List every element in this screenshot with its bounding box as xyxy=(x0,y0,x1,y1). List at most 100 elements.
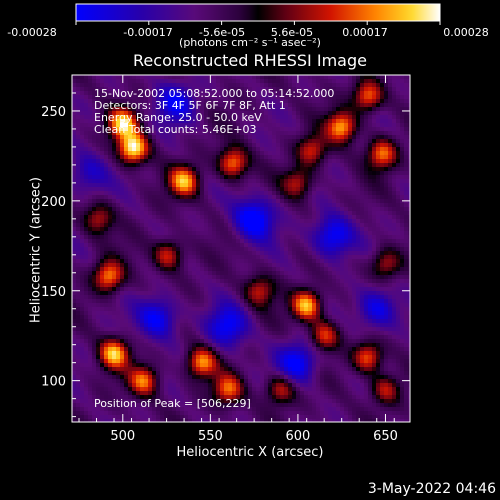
heatmap-cell xyxy=(156,175,160,179)
heatmap-cell xyxy=(200,279,204,283)
heatmap-cell xyxy=(216,143,220,147)
heatmap-cell xyxy=(244,143,248,147)
heatmap-cell xyxy=(344,107,348,111)
heatmap-cell xyxy=(320,219,324,223)
heatmap-cell xyxy=(88,175,92,179)
heatmap-cell xyxy=(200,219,204,223)
heatmap-cell xyxy=(168,259,172,263)
heatmap-cell xyxy=(384,295,388,299)
heatmap-cell xyxy=(300,203,304,207)
heatmap-cell xyxy=(232,159,236,163)
heatmap-cell xyxy=(176,199,180,203)
heatmap-cell xyxy=(244,195,248,199)
heatmap-cell xyxy=(320,155,324,159)
heatmap-cell xyxy=(272,267,276,271)
heatmap-cell xyxy=(72,295,76,299)
heatmap-cell xyxy=(164,167,168,171)
heatmap-cell xyxy=(196,175,200,179)
heatmap-cell xyxy=(376,275,380,279)
heatmap-cell xyxy=(292,203,296,207)
heatmap-cell xyxy=(132,147,136,151)
heatmap-cell xyxy=(172,203,176,207)
heatmap-cell xyxy=(372,263,376,267)
heatmap-cell xyxy=(312,195,316,199)
heatmap-cell xyxy=(180,219,184,223)
heatmap-cell xyxy=(208,207,212,211)
heatmap-cell xyxy=(292,131,296,135)
heatmap-cell xyxy=(220,287,224,291)
heatmap-cell xyxy=(176,235,180,239)
heatmap-cell xyxy=(332,151,336,155)
heatmap-cell xyxy=(284,139,288,143)
heatmap-cell xyxy=(276,259,280,263)
heatmap-cell xyxy=(300,139,304,143)
heatmap-cell xyxy=(116,295,120,299)
heatmap-cell xyxy=(200,263,204,267)
heatmap-cell xyxy=(72,171,76,175)
heatmap-cell xyxy=(176,159,180,163)
heatmap-cell xyxy=(196,303,200,307)
heatmap-cell xyxy=(380,183,384,187)
heatmap-cell xyxy=(72,259,76,263)
heatmap-cell xyxy=(136,199,140,203)
heatmap-cell xyxy=(220,151,224,155)
heatmap-cell xyxy=(104,167,108,171)
heatmap-cell xyxy=(104,251,108,255)
heatmap-cell xyxy=(156,255,160,259)
heatmap-cell xyxy=(188,243,192,247)
heatmap-cell xyxy=(324,103,328,107)
heatmap-cell xyxy=(152,227,156,231)
heatmap-cell xyxy=(316,147,320,151)
heatmap-cell xyxy=(168,255,172,259)
heatmap-cell xyxy=(284,163,288,167)
heatmap-cell xyxy=(384,87,388,91)
heatmap-cell xyxy=(116,211,120,215)
heatmap-cell xyxy=(264,291,268,295)
heatmap-cell xyxy=(124,239,128,243)
heatmap-cell xyxy=(328,179,332,183)
heatmap-cell xyxy=(364,287,368,291)
heatmap-cell xyxy=(180,179,184,183)
heatmap-cell xyxy=(364,139,368,143)
heatmap-cell xyxy=(204,75,208,79)
heatmap-cell xyxy=(388,135,392,139)
heatmap-cell xyxy=(96,179,100,183)
heatmap-cell xyxy=(140,179,144,183)
heatmap-cell xyxy=(372,151,376,155)
heatmap-cell xyxy=(200,247,204,251)
heatmap-cell xyxy=(116,259,120,263)
heatmap-cell xyxy=(368,187,372,191)
heatmap-cell xyxy=(376,203,380,207)
heatmap-cell xyxy=(372,239,376,243)
heatmap-cell xyxy=(348,303,352,307)
heatmap-cell xyxy=(172,183,176,187)
heatmap-cell xyxy=(148,159,152,163)
heatmap-cell xyxy=(260,127,264,131)
heatmap-cell xyxy=(248,75,252,79)
heatmap-cell xyxy=(300,163,304,167)
heatmap-cell xyxy=(320,199,324,203)
heatmap-cell xyxy=(368,211,372,215)
heatmap-cell xyxy=(276,251,280,255)
heatmap-cell xyxy=(192,203,196,207)
heatmap-cell xyxy=(360,183,364,187)
heatmap-cell xyxy=(152,143,156,147)
heatmap-cell xyxy=(128,75,132,79)
heatmap-cell xyxy=(236,151,240,155)
heatmap-cell xyxy=(136,179,140,183)
heatmap-cell xyxy=(324,127,328,131)
heatmap-cell xyxy=(252,167,256,171)
heatmap-cell xyxy=(380,251,384,255)
heatmap-cell xyxy=(344,127,348,131)
heatmap-cell xyxy=(152,255,156,259)
heatmap-cell xyxy=(360,191,364,195)
heatmap-cell xyxy=(168,179,172,183)
heatmap-cell xyxy=(380,99,384,103)
heatmap-cell xyxy=(160,271,164,275)
heatmap-cell xyxy=(236,191,240,195)
heatmap-cell xyxy=(192,295,196,299)
heatmap-cell xyxy=(184,307,188,311)
heatmap-cell xyxy=(400,279,404,283)
heatmap-cell xyxy=(144,223,148,227)
heatmap-cell xyxy=(328,263,332,267)
